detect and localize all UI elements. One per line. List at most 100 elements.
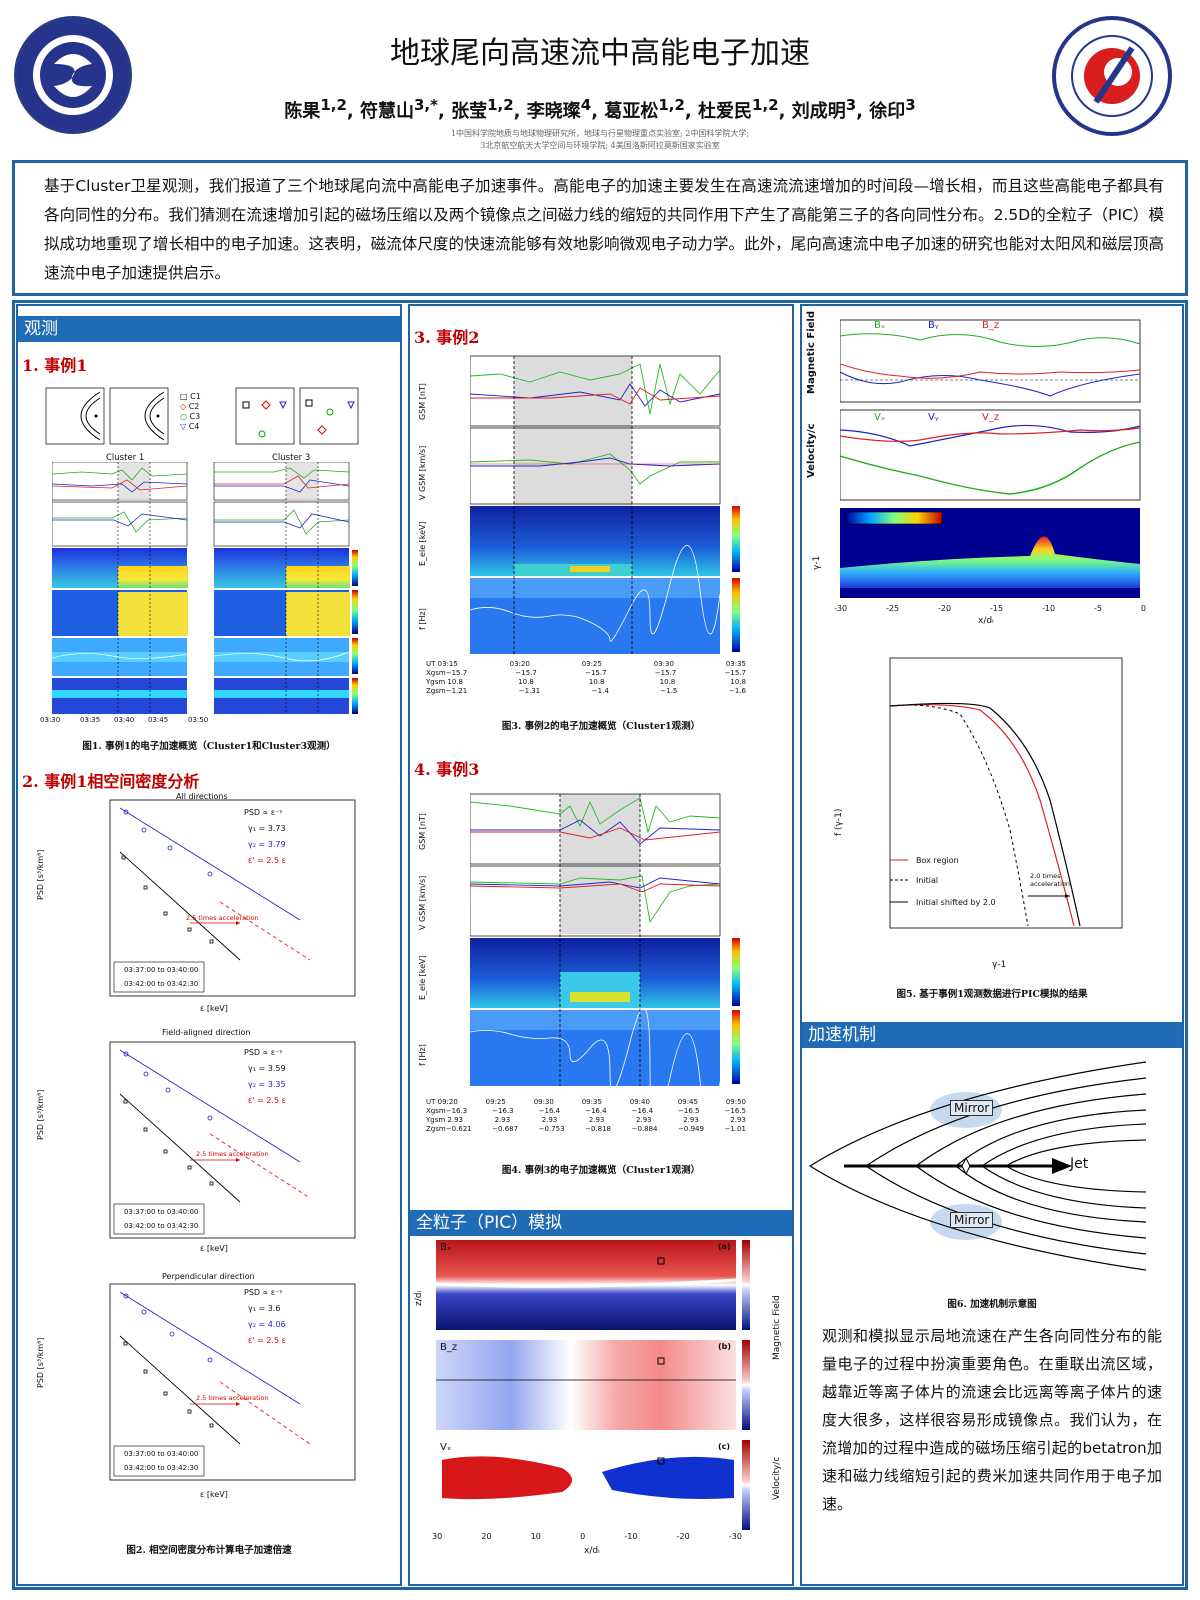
author: 刘成明3 [791,96,857,122]
fig3-z-row: Zgsm−1.21 −1.31 −1.4 −1.5 −1.6 [426,687,746,695]
psd-par-leg2: 03:42:00 to 03:42:30 [124,1222,199,1230]
author: 李晓璨4 [526,96,592,122]
legend-c3: ○ C3 [180,412,201,421]
g-xlabel: γ-1 [992,960,1007,970]
subheading-psd: 2. 事例1相空间密度分析 [22,772,200,791]
affiliation-line-2: 3北京航空航天大学空间与环境学院; 4美国洛斯阿拉莫斯国家实验室 [480,141,720,150]
g-legend-shifted: Initial shifted by 2.0 [916,898,996,907]
author: 张莹1,2 [451,96,514,122]
jet-label: Jet [1070,1156,1089,1172]
fig4-x-row: Xgsm−16.3 −16.3 −16.4 −16.4 −16.4 −16.5 −16.5 [426,1107,746,1115]
subheading-event1: 1. 事例1 [22,356,88,375]
fig1-title-cluster3: Cluster 3 [272,453,311,463]
psd-all-law: PSD ∝ ε⁻ᵞ [244,808,283,817]
pic-label-bx: Bₓ [440,1242,452,1253]
fig3-ylabel-b: GSM [nT] [418,383,427,420]
legend-bx: Bₓ [874,320,886,331]
mag-ylabel: Magnetic Field [806,310,817,394]
pic-tag-a: (a) [718,1242,731,1251]
psd-par-gamma2: γ₂ = 3.35 [248,1080,286,1089]
fig3-ephemeris: UT 03:15 03:20 03:25 03:30 03:35 Xgsm−15.7 −1… [426,660,746,696]
poster-title: 地球尾向高速流中高能电子加速 [390,36,810,71]
tick: 03:30 [40,716,61,724]
subheading-event2: 3. 事例2 [414,328,480,347]
fig4-ylabel-b: GSM [nT] [418,813,427,850]
distribution-plot [860,650,1130,950]
fig3-y-row: Ygsm 10.8 10.8 10.8 10.8 10.8 [426,678,746,686]
pic-cbar-magnetic: Magnetic Field [772,1295,782,1360]
pic-cbar-velocity: Velocity/c [772,1456,782,1500]
author: 徐印3 [869,96,916,122]
legend-by: Bᵧ [928,320,939,331]
psd-panel-parallel [60,1032,380,1254]
author: 杜爱民1,2 [698,96,779,122]
fig3-ylabel-f: f [Hz] [418,608,427,630]
section-header-observation: 观测 [18,316,400,342]
vel-ylabel: Velocity/c [806,423,817,478]
pic-tag-b: (b) [718,1342,732,1351]
g-legend-initial: Initial [916,876,939,885]
fig1-legend: □ C1 ◇ C2 ○ C3 ▽ C4 [180,392,201,432]
legend-vx: Vₓ [874,412,886,423]
fig4-ylabel-v: V GSM [km/s] [418,875,427,930]
pic-xlabel: x/dᵢ [584,1546,600,1556]
psd-all-leg2: 03:42:00 to 03:42:30 [124,980,199,988]
fig4-ut-row: UT 09:20 09:25 09:30 09:35 09:40 09:45 09:50 [426,1098,746,1106]
psd-perp-accel: 2.5 times acceleration [196,1394,269,1402]
figure-3-caption: 图3. 事例2的电子加速概览（Cluster1观测） [501,721,701,732]
figure-6-caption: 图6. 加速机制示意图 [947,1299,1037,1310]
section-header-pic: 全粒子（PIC）模拟 [410,1210,792,1236]
fig4-z-row: Zgsm−0.621 −0.687 −0.753 −0.818 −0.884 −0.949… [426,1125,746,1133]
conclusion-text: 观测和模拟显示局地流速在产生各向同性分布的能量电子的过程中扮演重要角色。在重联出… [822,1327,1162,1513]
pic-ylabel: z/dᵢ [414,1290,424,1306]
psd-all-leg1: 03:37:00 to 03:40:00 [124,966,199,974]
psd-perp-ylabel: PSD [s³/km⁶] [36,1337,45,1388]
fig3-ylabel-v: V GSM [km/s] [418,445,427,500]
cluster1-stack [51,461,188,714]
legend-vy: Vᵧ [928,412,939,423]
profile-xlabel: x/dᵢ [978,616,994,626]
psd-par-title: Field-aligned direction [162,1028,251,1037]
psd-perp-leg1: 03:37:00 to 03:40:00 [124,1450,199,1458]
g-legend-box: Box region [916,856,959,865]
psd-all-accel: 2.5 times acceleration [186,914,259,922]
figure-1-caption: 图1. 事例1的电子加速概览（Cluster1和Cluster3观测） [82,741,336,752]
figure-1-timeseries [51,461,370,720]
psd-perp-gamma1: γ₁ = 3.6 [248,1304,281,1313]
psd-all-title: All directions [176,792,228,801]
psd-par-accel: 2.5 times acceleration [196,1150,269,1158]
fig3-x-row: Xgsm−15.7 −15.7 −15.7 −15.7 −15.7 [426,669,746,677]
lab-logo [1052,16,1172,136]
spectrum-ylabel: γ-1 [812,555,822,570]
profile-xticks: -30 -25 -20 -15 -10 -5 0 [834,604,1146,613]
tick: 03:50 [188,716,209,724]
figure-2-caption: 图2. 相空间密度分布计算电子加速倍速 [126,1545,292,1556]
g-ylabel: f (γ-1) [834,808,844,836]
legend-c1: □ C1 [180,392,201,401]
fig4-ylabel-f: f [Hz] [418,1044,427,1066]
cluster3-stack [213,461,350,714]
psd-perp-eps: ε' = 2.5 ε [248,1336,286,1345]
fig3-ylabel-e: E_ele [keV] [418,521,427,566]
author-list: 陈果1,2, 符慧山3,*, 张莹1,2, 李晓璨4, 葛亚松1,2, 杜爱民1… [284,96,916,122]
fig4-y-row: Ygsm 2.93 2.93 2.93 2.93 2.93 2.93 2.93 [426,1116,746,1124]
author: 符慧山3,* [360,96,438,122]
psd-perp-title: Perpendicular direction [162,1272,255,1281]
fig3-ut-row: UT 03:15 03:20 03:25 03:30 03:35 [426,660,746,668]
legend-c2: ◇ C2 [180,402,200,411]
psd-all-gamma1: γ₁ = 3.73 [248,824,286,833]
tick: 03:45 [148,716,169,724]
figure-3-event2 [469,354,770,666]
psd-par-law: PSD ∝ ε⁻ᵞ [244,1048,283,1057]
g-annotation: 2.0 times acceleration [1030,872,1071,888]
pic-xticks: 30 20 10 0 -10 -20 -30 [432,1532,742,1541]
tick: 03:35 [80,716,101,724]
figure-4-event3 [469,792,770,1127]
psd-panel-perpendicular [60,1274,380,1496]
figure-4-caption: 图4. 事例3的电子加速概览（Cluster1观测） [501,1165,701,1176]
psd-all-ylabel: PSD [s³/km⁶] [36,849,45,900]
legend-bz: B_z [982,320,1000,331]
tick: 03:40 [114,716,135,724]
abstract-box [12,160,1188,296]
pic-simulation-maps [412,1240,790,1562]
